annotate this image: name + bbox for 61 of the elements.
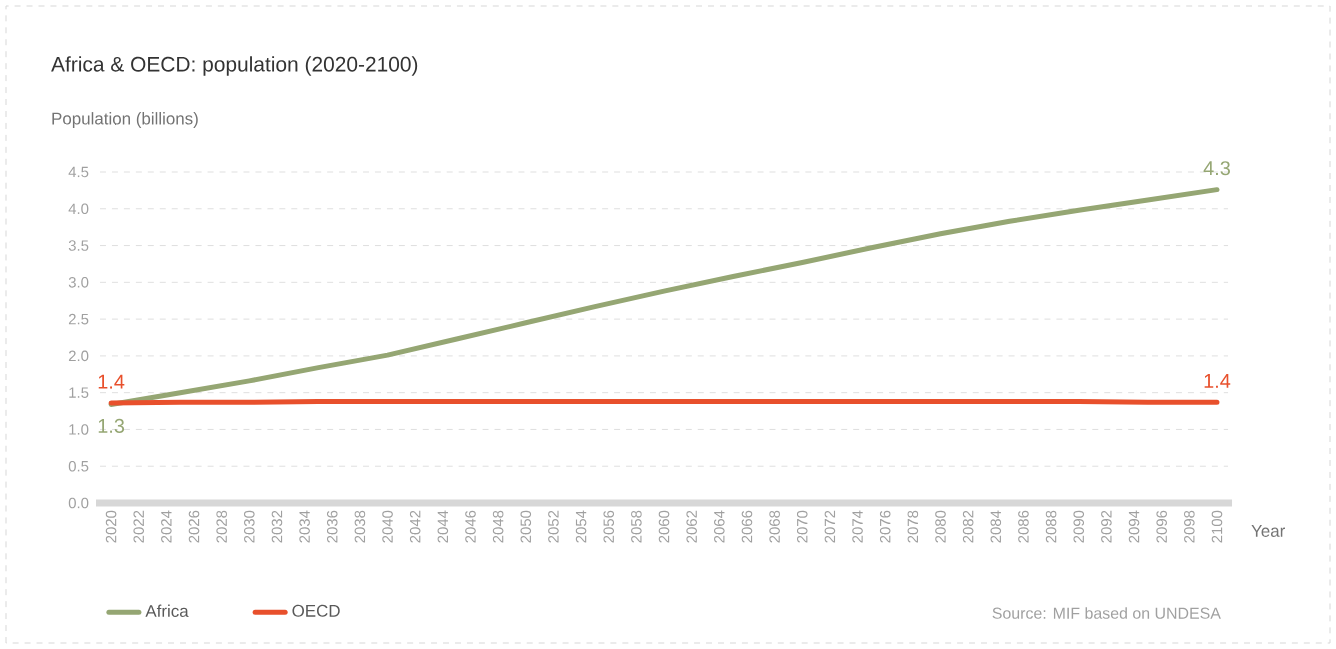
y-tick-label: 0.0 (68, 497, 89, 509)
x-tick-label: 2066 (741, 510, 753, 543)
x-tick-label: 2098 (1184, 510, 1195, 543)
y-tick-label: 3.5 (68, 240, 89, 251)
x-tick-label: 2084 (990, 510, 1002, 543)
data-label: 1.4 (1204, 374, 1231, 388)
x-tick-label: 2076 (879, 510, 891, 543)
y-tick-label: 1.5 (69, 387, 89, 398)
legend-label: OECD (292, 604, 340, 617)
x-tick-label: 2040 (382, 510, 393, 543)
data-label: 1.4 (98, 374, 125, 389)
x-tick-label: 2100 (1211, 510, 1223, 543)
x-tick-label: 2090 (1073, 510, 1085, 543)
y-tick-label: 2.5 (68, 313, 89, 325)
x-tick-label: 2080 (935, 510, 946, 543)
x-tick-label: 2072 (824, 510, 836, 543)
x-tick-label: 2086 (1018, 510, 1029, 543)
x-tick-label: 2026 (188, 510, 200, 543)
x-tick-label: 2046 (465, 510, 476, 543)
x-tick-label: 2054 (575, 510, 587, 543)
legend-label: Africa (145, 604, 189, 618)
y-tick-label: 4.5 (68, 166, 89, 178)
source-note: Source: MIF based on UNDESA (992, 607, 1221, 619)
x-tick-label: 2064 (714, 510, 725, 543)
x-tick-label: 2092 (1101, 510, 1112, 543)
y-tick-label: 0.5 (68, 460, 89, 472)
x-tick-label: 2056 (603, 510, 615, 543)
data-label: 1.3 (98, 418, 125, 433)
x-tick-label: 2038 (354, 510, 366, 543)
x-tick-label: 2042 (409, 510, 421, 543)
y-tick-label: 3.0 (68, 277, 89, 288)
x-tick-label: 2028 (216, 510, 227, 543)
x-tick-label: 2082 (962, 510, 974, 543)
data-label: 4.3 (1203, 161, 1230, 176)
y-tick-label: 1.0 (69, 424, 89, 435)
x-tick-label: 2070 (796, 510, 808, 543)
x-tick-label: 2020 (105, 510, 117, 543)
x-tick-label: 2050 (520, 510, 532, 543)
x-tick-label: 2024 (161, 510, 172, 543)
x-tick-label: 2052 (548, 510, 559, 543)
x-tick-label: 2074 (852, 510, 863, 543)
x-tick-label: 2078 (907, 510, 919, 543)
x-tick-label: 2032 (271, 510, 283, 543)
x-tick-label: 2088 (1045, 510, 1057, 543)
y-tick-label: 4.0 (68, 203, 89, 215)
x-tick-label: 2034 (299, 510, 310, 543)
x-tick-label: 2060 (658, 510, 670, 543)
x-tick-label: 2022 (133, 510, 145, 543)
x-tick-label: 2048 (492, 510, 504, 543)
x-tick-label: 2036 (326, 510, 338, 543)
x-tick-label: 2094 (1128, 510, 1140, 543)
x-tick-label: 2062 (686, 510, 697, 543)
x-tick-label: 2096 (1156, 510, 1167, 543)
y-axis-title: Population (billions) (52, 112, 198, 128)
x-tick-label: 2044 (437, 510, 449, 543)
x-axis-title: Year (1251, 525, 1285, 537)
y-tick-label: 2.0 (68, 350, 89, 362)
x-tick-label: 2030 (244, 510, 255, 543)
x-tick-label: 2068 (769, 510, 780, 543)
chart-title: Africa & OECD: population (2020-2100) (51, 56, 418, 76)
x-tick-label: 2058 (631, 510, 642, 543)
